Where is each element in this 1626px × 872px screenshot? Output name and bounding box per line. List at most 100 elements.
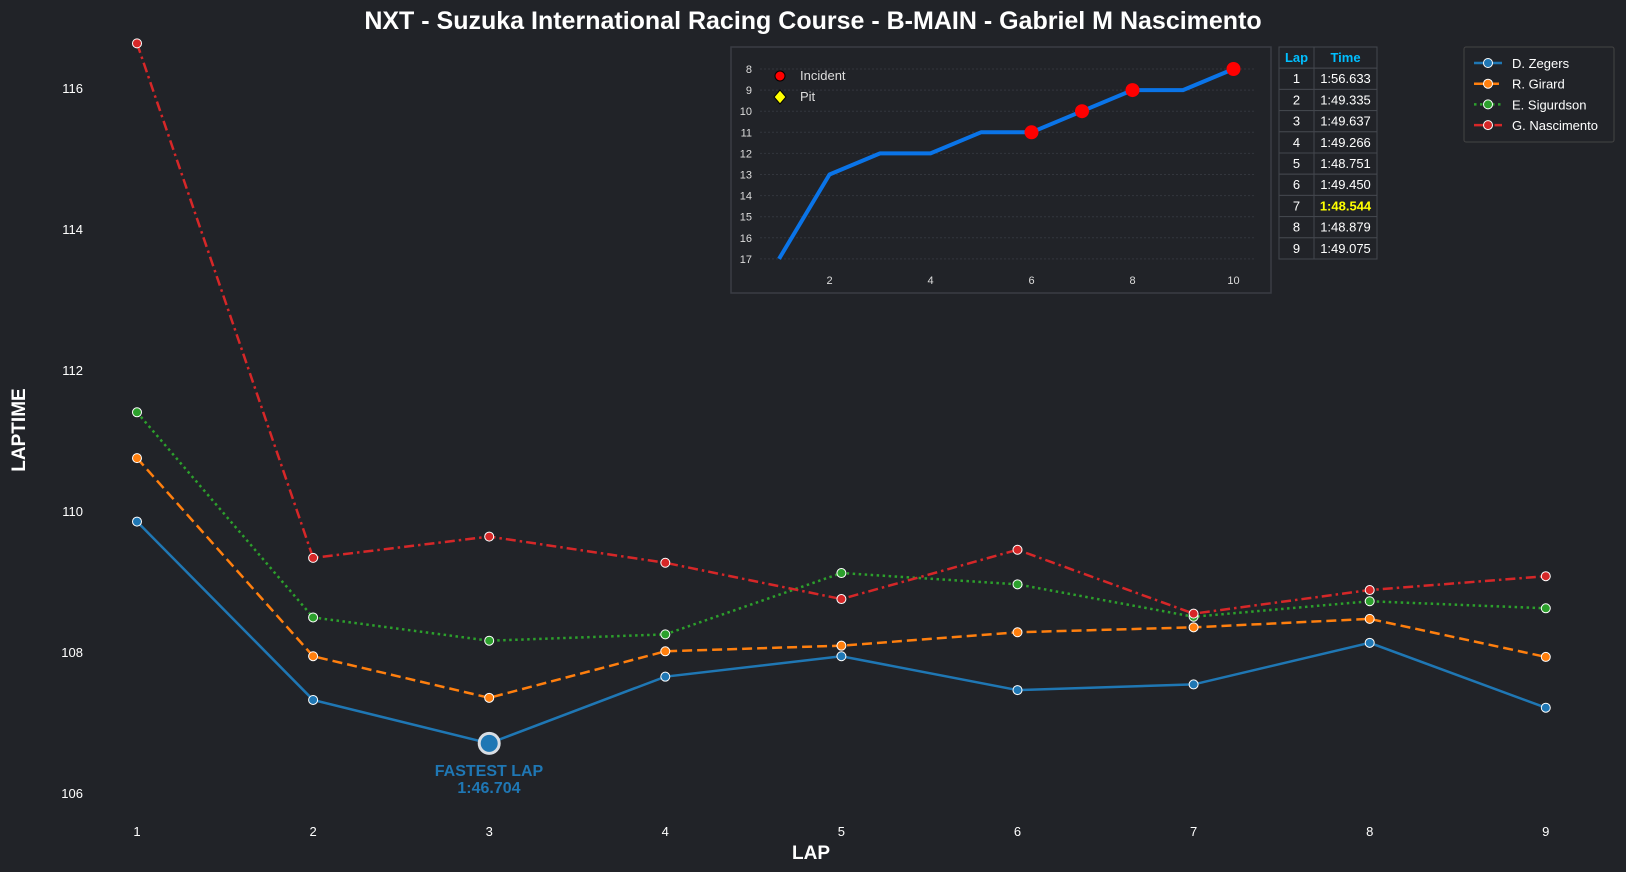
data-point [660,646,671,657]
x-tick-label: 4 [662,824,669,839]
legend-label: R. Girard [1512,77,1565,92]
x-tick-label: 8 [1366,824,1373,839]
data-point [484,531,495,542]
data-point [1364,613,1375,624]
x-tick-label: 2 [309,824,316,839]
data-point [132,453,142,464]
pit-legend-icon [773,89,787,105]
fastest-lap-label: FASTEST LAP [435,763,544,780]
y-tick-label: 112 [62,363,83,378]
data-point [660,671,671,682]
table-time: 1:49.266 [1320,135,1371,150]
table-lap: 4 [1293,135,1300,150]
data-point [1012,627,1023,638]
incident-marker [1024,125,1039,140]
fastest-lap-marker [477,731,501,755]
table-time: 1:48.544 [1320,198,1372,213]
inset-frame [730,46,1272,294]
position-line [777,67,1235,260]
x-tick-label: 7 [1190,824,1197,839]
laptime-table: Lap Time 1 1:56.633 2 1:49.335 3 1:49.637 4 1:49.… [1278,46,1378,260]
incident-legend-label: Incident [800,68,846,83]
data-point [132,516,142,527]
data-point [308,552,319,563]
data-point [1012,685,1023,696]
data-point [484,635,495,646]
data-point [1364,596,1375,607]
incident-marker [1226,62,1241,76]
inset-x-tick-label: 4 [927,275,933,287]
data-point [1012,544,1023,555]
table-lap: 8 [1293,220,1300,235]
data-point [308,612,319,623]
legend: D. Zegers R. Girard E. Sigurdson G. Nascime… [1463,46,1615,143]
chart-title: NXT - Suzuka International Racing Course… [364,7,1261,35]
table-time: 1:48.879 [1320,220,1371,235]
legend-label: E. Sigurdson [1512,97,1586,112]
data-point [660,557,671,568]
y-tick-label: 116 [62,81,83,96]
data-point [1540,603,1551,614]
data-point [660,629,671,640]
data-point [836,640,847,651]
inset-y-tick-label: 13 [740,170,752,182]
y-tick-label: 114 [62,222,83,237]
series-line-e-sigurdson [136,411,1546,642]
table-lap: 2 [1293,92,1300,107]
data-point [1540,651,1551,662]
y-tick-label: 108 [61,645,83,660]
table-time: 1:49.335 [1320,92,1371,107]
data-point [1188,608,1199,619]
inset-x-tick-label: 10 [1227,275,1239,287]
table-time: 1:49.075 [1320,241,1371,256]
x-axis-label: LAP [792,843,830,864]
data-point [1364,637,1375,648]
y-tick-label: 106 [61,786,83,801]
data-point [836,594,847,605]
x-tick-label: 9 [1542,824,1549,839]
y-tick-label: 110 [62,504,83,519]
inset-y-tick-label: 12 [740,148,752,160]
data-point [1540,571,1551,582]
data-point [1540,702,1551,713]
data-point [308,694,319,705]
table-lap: 3 [1293,114,1300,129]
table-header: Time [1330,50,1360,65]
inset-y-tick-label: 8 [746,64,752,76]
table-time: 1:48.751 [1320,156,1371,171]
inset-y-tick-label: 10 [740,106,752,118]
incident-marker [1075,104,1089,119]
position-inset: 8 9 10 11 12 13 14 15 16 17 2 4 6 8 10 Incident Pit [730,46,1272,294]
y-axis-label: LAPTIME [9,388,30,471]
pit-legend-label: Pit [800,89,816,104]
data-point [1188,622,1199,633]
data-point [836,568,847,579]
legend-marker [1483,120,1493,131]
data-point [308,651,319,662]
table-time: 1:49.637 [1320,114,1371,129]
inset-y-tick-label: 17 [740,254,752,266]
legend-marker [1483,99,1493,110]
x-tick-label: 1 [133,824,140,839]
data-point [836,651,847,662]
table-time: 1:56.633 [1320,71,1371,86]
table-lap: 1 [1293,71,1300,86]
table-lap: 7 [1293,198,1300,213]
inset-y-tick-label: 11 [741,127,752,139]
legend-label: D. Zegers [1512,56,1570,71]
x-tick-label: 6 [1014,824,1021,839]
legend-label: G. Nascimento [1512,118,1598,133]
table-header: Lap [1285,50,1308,65]
incident-marker [1125,83,1140,98]
table-lap: 6 [1293,177,1300,192]
legend-marker [1483,78,1493,89]
inset-y-tick-label: 15 [740,212,752,224]
x-tick-label: 5 [838,824,845,839]
legend-frame [1463,46,1615,143]
table-time: 1:49.450 [1320,177,1371,192]
inset-x-tick-label: 6 [1028,275,1034,287]
table-lap: 9 [1293,241,1300,256]
inset-y-tick-label: 14 [740,191,752,203]
